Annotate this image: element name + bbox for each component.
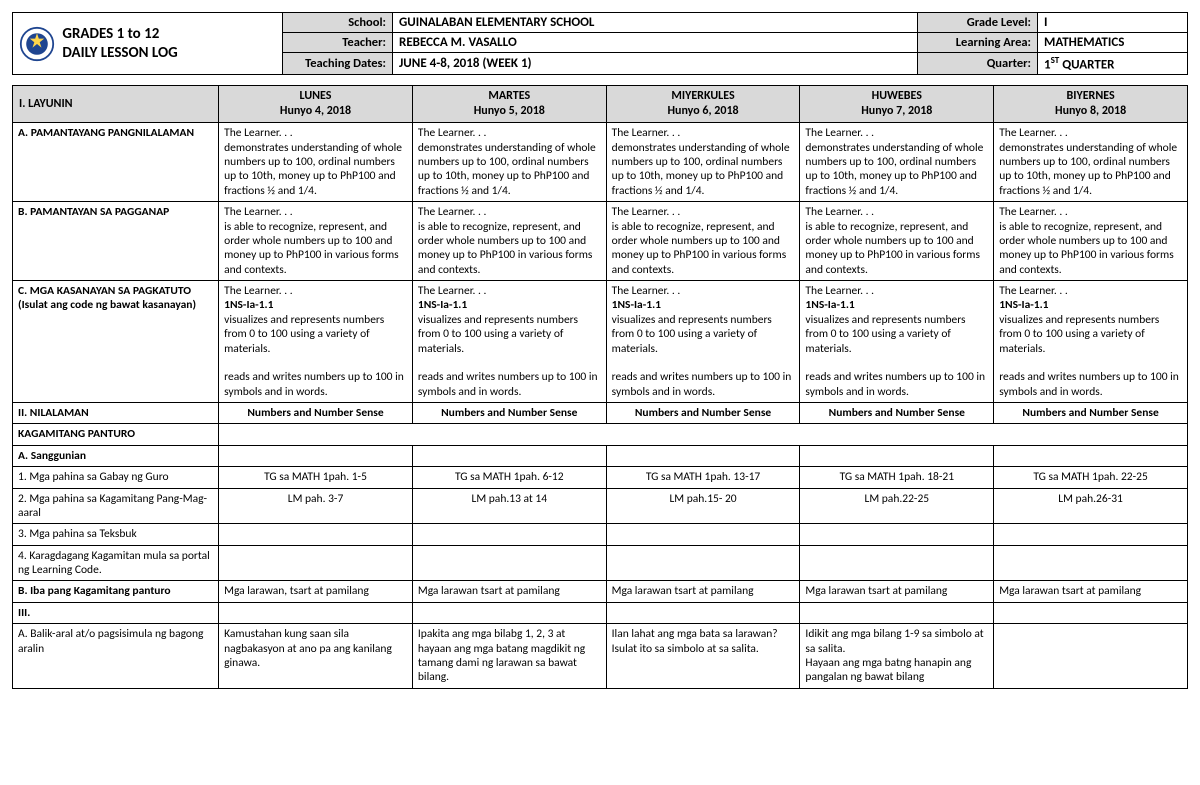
row-biba-d2: Mga larawan tsart at pamilang xyxy=(412,581,606,602)
area-value: MATHEMATICS xyxy=(1038,33,1188,53)
quarter-label: Quarter: xyxy=(918,53,1038,75)
row-c-d5: The Learner. . .1NS-Ia-1.1visualizes and… xyxy=(994,281,1188,403)
row-b-d4: The Learner. . .is able to recognize, re… xyxy=(800,202,994,281)
table-row: 1. Mga pahina sa Gabay ng Guro TG sa MAT… xyxy=(13,467,1188,488)
day-header-3: MIYERKULESHunyo 6, 2018 xyxy=(606,86,800,123)
title-line-2: DAILY LESSON LOG xyxy=(62,44,177,62)
row-iii-label: III. xyxy=(13,602,219,623)
table-row: 3. Mga pahina sa Teksbuk xyxy=(13,524,1188,545)
table-row: 4. Karagdagang Kagamitan mula sa portal … xyxy=(13,545,1188,581)
row-kag-label: KAGAMITANG PANTURO xyxy=(13,424,219,445)
row-3-label: 3. Mga pahina sa Teksbuk xyxy=(13,524,219,545)
row-2-d5: LM pah.26-31 xyxy=(994,488,1188,524)
day-header-1: LUNESHunyo 4, 2018 xyxy=(219,86,413,123)
row-balik-d5 xyxy=(994,624,1188,689)
row-balik-d2: Ipakita ang mga bilabg 1, 2, 3 at hayaan… xyxy=(412,624,606,689)
table-row: II. NILALAMAN Numbers and Number Sense N… xyxy=(13,403,1188,424)
row-balik-d3: Ilan lahat ang mga bata sa larawan? Isul… xyxy=(606,624,800,689)
row-4-label: 4. Karagdagang Kagamitan mula sa portal … xyxy=(13,545,219,581)
row-ii-d5: Numbers and Number Sense xyxy=(994,403,1188,424)
row-1-d3: TG sa MATH 1pah. 13-17 xyxy=(606,467,800,488)
quarter-value: 1ST QUARTER xyxy=(1038,53,1188,75)
teacher-value: REBECCA M. VASALLO xyxy=(393,33,918,53)
row-c-d3: The Learner. . .1NS-Ia-1.1visualizes and… xyxy=(606,281,800,403)
row-c-d4: The Learner. . .1NS-Ia-1.1visualizes and… xyxy=(800,281,994,403)
row-biba-label: B. Iba pang Kagamitang panturo xyxy=(13,581,219,602)
row-1-d4: TG sa MATH 1pah. 18-21 xyxy=(800,467,994,488)
row-c-d2: The Learner. . .1NS-Ia-1.1visualizes and… xyxy=(412,281,606,403)
table-row: B. Iba pang Kagamitang panturo Mga laraw… xyxy=(13,581,1188,602)
row-1-d2: TG sa MATH 1pah. 6-12 xyxy=(412,467,606,488)
row-b-label: B. PAMANTAYAN SA PAGGANAP xyxy=(13,202,219,281)
row-a-d4: The Learner. . .demonstrates understandi… xyxy=(800,123,994,202)
row-2-d1: LM pah. 3-7 xyxy=(219,488,413,524)
table-row: A. PAMANTAYANG PANGNILALAMAN The Learner… xyxy=(13,123,1188,202)
grade-value: I xyxy=(1038,13,1188,33)
row-a-d5: The Learner. . .demonstrates understandi… xyxy=(994,123,1188,202)
title-line-1: GRADES 1 to 12 xyxy=(62,25,159,43)
table-row: C. MGA KASANAYAN SA PAGKATUTO (Isulat an… xyxy=(13,281,1188,403)
table-row: A. Sanggunian xyxy=(13,445,1188,466)
row-b-d5: The Learner. . .is able to recognize, re… xyxy=(994,202,1188,281)
school-label: School: xyxy=(283,13,393,33)
area-label: Learning Area: xyxy=(918,33,1038,53)
row-ii-d4: Numbers and Number Sense xyxy=(800,403,994,424)
row-2-label: 2. Mga pahina sa Kagamitang Pang-Mag-aar… xyxy=(13,488,219,524)
dates-value: JUNE 4-8, 2018 (WEEK 1) xyxy=(393,53,918,75)
dates-label: Teaching Dates: xyxy=(283,53,393,75)
day-header-5: BIYERNESHunyo 8, 2018 xyxy=(994,86,1188,123)
row-biba-d5: Mga larawan tsart at pamilang xyxy=(994,581,1188,602)
row-balik-d1: Kamustahan kung saan sila nagbakasyon at… xyxy=(219,624,413,689)
row-a-d2: The Learner. . .demonstrates understandi… xyxy=(412,123,606,202)
table-row: 2. Mga pahina sa Kagamitang Pang-Mag-aar… xyxy=(13,488,1188,524)
row-biba-d3: Mga larawan tsart at pamilang xyxy=(606,581,800,602)
row-2-d2: LM pah.13 at 14 xyxy=(412,488,606,524)
row-ii-d3: Numbers and Number Sense xyxy=(606,403,800,424)
row-b-d3: The Learner. . .is able to recognize, re… xyxy=(606,202,800,281)
row-b-d2: The Learner. . .is able to recognize, re… xyxy=(412,202,606,281)
lesson-log-table: I. LAYUNIN LUNESHunyo 4, 2018 MARTESHuny… xyxy=(12,85,1188,688)
row-biba-d4: Mga larawan tsart at pamilang xyxy=(800,581,994,602)
day-header-4: HUWEBESHunyo 7, 2018 xyxy=(800,86,994,123)
row-balik-label: A. Balik-aral at/o pagsisimula ng bagong… xyxy=(13,624,219,689)
row-balik-d4: Idikit ang mga bilang 1-9 sa simbolo at … xyxy=(800,624,994,689)
row-ii-d2: Numbers and Number Sense xyxy=(412,403,606,424)
table-row: III. xyxy=(13,602,1188,623)
grade-label: Grade Level: xyxy=(918,13,1038,33)
row-1-d1: TG sa MATH 1pah. 1-5 xyxy=(219,467,413,488)
row-2-d4: LM pah.22-25 xyxy=(800,488,994,524)
teacher-label: Teacher: xyxy=(283,33,393,53)
deped-logo-icon xyxy=(19,26,55,62)
header-table: GRADES 1 to 12 DAILY LESSON LOG School: … xyxy=(12,12,1188,75)
row-c-d1: The Learner. . .1NS-Ia-1.1visualizes and… xyxy=(219,281,413,403)
row-b-d1: The Learner. . .is able to recognize, re… xyxy=(219,202,413,281)
day-header-2: MARTESHunyo 5, 2018 xyxy=(412,86,606,123)
row-c-label: C. MGA KASANAYAN SA PAGKATUTO (Isulat an… xyxy=(13,281,219,403)
row-1-label: 1. Mga pahina sa Gabay ng Guro xyxy=(13,467,219,488)
document-title-cell: GRADES 1 to 12 DAILY LESSON LOG xyxy=(13,13,283,75)
school-value: GUINALABAN ELEMENTARY SCHOOL xyxy=(393,13,918,33)
row-ii-label: II. NILALAMAN xyxy=(13,403,219,424)
row-a-d1: The Learner. . .demonstrates understandi… xyxy=(219,123,413,202)
table-row: B. PAMANTAYAN SA PAGGANAP The Learner. .… xyxy=(13,202,1188,281)
section-1-header: I. LAYUNIN xyxy=(13,86,219,123)
row-kag-cells xyxy=(219,424,1188,445)
row-biba-d1: Mga larawan, tsart at pamilang xyxy=(219,581,413,602)
table-row: KAGAMITANG PANTURO xyxy=(13,424,1188,445)
row-2-d3: LM pah.15- 20 xyxy=(606,488,800,524)
row-sang-label: A. Sanggunian xyxy=(13,445,219,466)
row-a-label: A. PAMANTAYANG PANGNILALAMAN xyxy=(13,123,219,202)
row-a-d3: The Learner. . .demonstrates understandi… xyxy=(606,123,800,202)
table-row: A. Balik-aral at/o pagsisimula ng bagong… xyxy=(13,624,1188,689)
row-1-d5: TG sa MATH 1pah. 22-25 xyxy=(994,467,1188,488)
row-ii-d1: Numbers and Number Sense xyxy=(219,403,413,424)
